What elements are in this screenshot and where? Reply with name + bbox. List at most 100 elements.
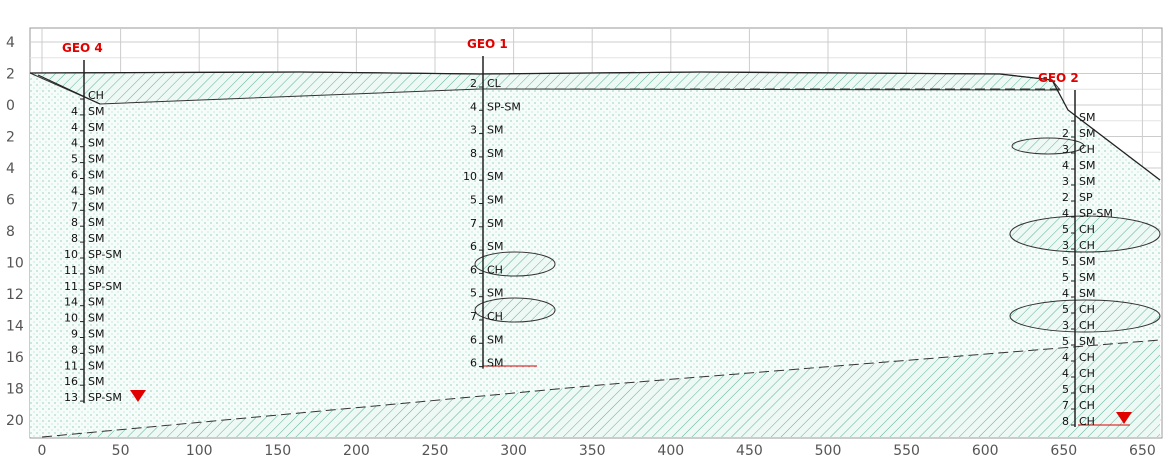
borehole-name: GEO 2 — [1038, 71, 1079, 85]
n-value: 6 — [470, 240, 477, 253]
n-value: 2 — [1062, 191, 1069, 204]
lens — [1009, 215, 1161, 253]
lens — [1009, 299, 1161, 333]
soil-class: SM — [487, 124, 503, 137]
soil-class: SM — [1079, 255, 1095, 268]
soil-class: SM — [88, 105, 104, 118]
soil-class: SM — [88, 343, 104, 356]
soil-class: CH — [487, 263, 503, 276]
n-value: 11 — [64, 359, 78, 372]
n-value: 10 — [64, 312, 78, 325]
n-value: 4 — [71, 121, 78, 134]
x-axis-label: 450 — [736, 443, 763, 459]
n-value: 16 — [64, 375, 78, 388]
n-value: 4 — [1062, 351, 1069, 364]
y-axis-label: 20 — [6, 413, 24, 429]
soil-class: SM — [88, 264, 104, 277]
x-axis-label: 550 — [893, 443, 920, 459]
n-value: 3 — [1062, 319, 1069, 332]
y-axis-label: 12 — [6, 287, 24, 303]
soil-class: SM — [88, 296, 104, 309]
soil-class: CH — [1079, 415, 1095, 428]
soil-class: SM — [487, 240, 503, 253]
soil-class: SM — [88, 232, 104, 245]
soil-class: SP-SM — [88, 248, 122, 261]
soil-body — [30, 72, 1160, 437]
bottom-clay — [30, 340, 1160, 437]
soil-class: SM — [1079, 271, 1095, 284]
n-value: 3 — [470, 124, 477, 137]
y-axis-label: 4 — [6, 35, 15, 51]
x-axis-label: 0 — [38, 443, 47, 459]
soil-class: CH — [1079, 399, 1095, 412]
n-value: 6 — [470, 333, 477, 346]
lens — [474, 251, 556, 277]
soil-class: CH — [88, 89, 104, 102]
n-value: 5 — [1062, 271, 1069, 284]
soil-class: SM — [88, 200, 104, 213]
n-value: 8 — [470, 147, 477, 160]
n-value: 9 — [71, 328, 78, 341]
n-value: 5 — [470, 194, 477, 207]
y-axis-label: 2 — [6, 67, 15, 83]
soil-class: SM — [487, 147, 503, 160]
y-axis-label: 8 — [6, 224, 15, 240]
n-value: 8 — [71, 232, 78, 245]
n-value: 8 — [71, 216, 78, 229]
y-axis-label: 0 — [6, 98, 15, 114]
y-axis-label: 14 — [6, 319, 24, 335]
soil-class: SM — [88, 153, 104, 166]
soil-class: CH — [1079, 303, 1095, 316]
soil-class: SM — [88, 216, 104, 229]
n-value: 5 — [470, 287, 477, 300]
y-axis-label: 4 — [6, 161, 15, 177]
n-value: 2 — [1062, 127, 1069, 140]
water-table — [130, 390, 146, 402]
soil-class: SM — [487, 287, 503, 300]
n-value: 4 — [71, 184, 78, 197]
soil-class: SP-SM — [88, 391, 122, 404]
lens — [474, 297, 556, 323]
ground-surface — [29, 71, 1161, 181]
n-value: 6 — [470, 263, 477, 276]
n-value: 6 — [71, 169, 78, 182]
x-axis-label: 400 — [657, 443, 684, 459]
n-value: 7 — [470, 310, 477, 323]
n-value: 5 — [1062, 255, 1069, 268]
borehole-name: GEO 1 — [467, 37, 508, 51]
soil-class: SP — [1079, 191, 1093, 204]
x-axis-label: 500 — [815, 443, 842, 459]
lens — [1011, 137, 1085, 155]
borehole-name: GEO 4 — [62, 41, 103, 55]
soil-class: CH — [1079, 223, 1095, 236]
contact-line — [41, 339, 1161, 438]
y-axis-label: 16 — [6, 350, 24, 366]
soil-class: SM — [487, 333, 503, 346]
n-value: 3 — [1062, 143, 1069, 156]
x-axis-label: 150 — [264, 443, 291, 459]
soil-class: CH — [487, 310, 503, 323]
n-value: 5 — [1062, 335, 1069, 348]
soil-class: SM — [88, 359, 104, 372]
soil-class: CH — [1079, 239, 1095, 252]
n-value: 5 — [1062, 223, 1069, 236]
n-value: 13 — [64, 391, 78, 404]
soil-class: SM — [88, 328, 104, 341]
x-axis-label: 650 — [1050, 443, 1077, 459]
soil-class: SM — [487, 170, 503, 183]
n-value: 4 — [470, 100, 477, 113]
ground-surface — [37, 74, 101, 105]
soil-class: CL — [487, 77, 502, 90]
soil-class: SP-SM — [88, 280, 122, 293]
n-value: 11 — [64, 264, 78, 277]
soil-class: SM — [487, 194, 503, 207]
n-value: 3 — [1062, 239, 1069, 252]
n-value: 7 — [1062, 399, 1069, 412]
x-axis-label: 600 — [972, 443, 999, 459]
soil-class: SM — [487, 217, 503, 230]
n-value: 3 — [1062, 175, 1069, 188]
n-value: 6 — [470, 357, 477, 370]
x-axis-label: 650 — [1129, 443, 1156, 459]
soil-class: SM — [487, 357, 503, 370]
